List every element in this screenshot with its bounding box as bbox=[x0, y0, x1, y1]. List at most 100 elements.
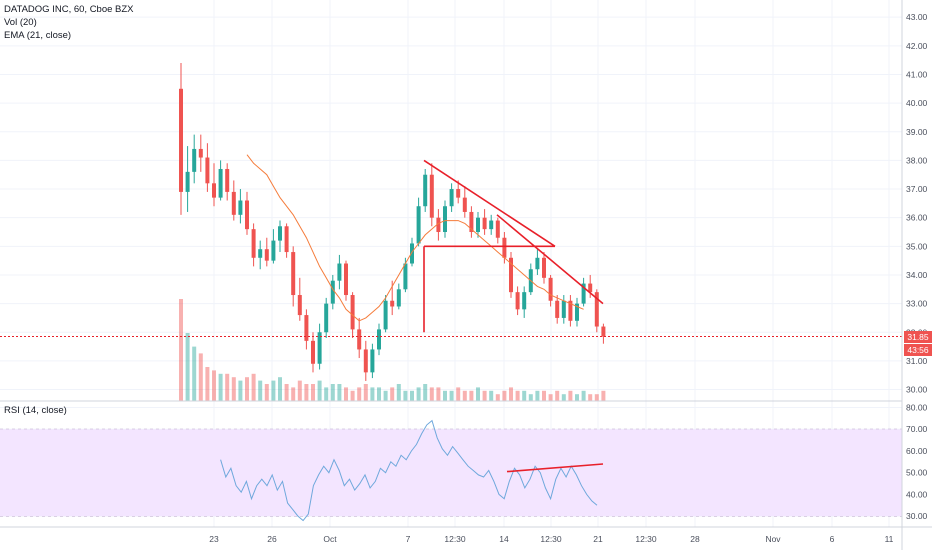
rsi-trendline[interactable] bbox=[506, 463, 604, 473]
volume-bar bbox=[515, 390, 520, 401]
volume-bar bbox=[185, 333, 190, 401]
volume-bar bbox=[363, 384, 368, 401]
bar-countdown-badge: 43:56 bbox=[904, 343, 932, 356]
volume-bar bbox=[350, 390, 355, 401]
candle-body bbox=[377, 329, 381, 350]
candle-body bbox=[185, 171, 190, 192]
candle-body bbox=[462, 197, 467, 212]
volume-bar bbox=[231, 377, 236, 401]
volume-bar bbox=[344, 387, 348, 401]
candle-body bbox=[179, 88, 183, 192]
time-tick-label: 23 bbox=[209, 534, 219, 544]
price-tick-label: 38.00 bbox=[906, 155, 928, 165]
price-tick-label: 36.00 bbox=[906, 213, 928, 223]
rsi-tick-label: 50.00 bbox=[906, 468, 928, 478]
rsi-axis[interactable]: 80.00 70.00 60.00 50.00 40.00 30.00 bbox=[906, 403, 928, 522]
volume-bar bbox=[601, 390, 606, 401]
volume-bar bbox=[416, 387, 421, 401]
rsi-line bbox=[220, 419, 598, 522]
legend-volume[interactable]: Vol (20) bbox=[4, 17, 37, 28]
volume-bar bbox=[396, 384, 401, 401]
trendline[interactable] bbox=[423, 159, 556, 247]
candle-body bbox=[337, 263, 342, 281]
volume-bar bbox=[568, 390, 573, 401]
candle-body bbox=[535, 257, 540, 270]
candle-body bbox=[542, 257, 546, 278]
volume-bar bbox=[370, 387, 375, 401]
volume-bar bbox=[542, 390, 546, 401]
candle-body bbox=[568, 300, 573, 321]
volume-bar bbox=[502, 390, 507, 401]
candle-body bbox=[515, 292, 520, 310]
time-tick-label: Nov bbox=[765, 534, 781, 544]
volume-bar bbox=[403, 390, 408, 401]
candle-body bbox=[218, 168, 223, 198]
candle-body bbox=[476, 217, 480, 233]
candle-body bbox=[251, 229, 256, 258]
rsi-tick-label: 70.00 bbox=[906, 424, 928, 434]
volume-bar bbox=[482, 390, 487, 401]
price-tick-label: 42.00 bbox=[906, 41, 928, 51]
volume-bar bbox=[245, 377, 249, 401]
candle-body bbox=[449, 189, 454, 207]
candle-body bbox=[291, 252, 296, 296]
volume-bar bbox=[258, 380, 263, 401]
candle-body bbox=[383, 300, 388, 330]
last-price-badge: 31.85 bbox=[904, 330, 932, 343]
ema-line bbox=[246, 154, 584, 322]
price-tick-label: 40.00 bbox=[906, 98, 928, 108]
price-tick-label: 34.00 bbox=[906, 270, 928, 280]
volume-bar bbox=[317, 380, 322, 401]
candle-body bbox=[344, 263, 348, 296]
volume-bar bbox=[561, 394, 566, 401]
time-tick-label: 12:30 bbox=[444, 534, 466, 544]
legend-symbol[interactable]: DATADOG INC, 60, Cboe BZX bbox=[4, 4, 134, 15]
volume-bar bbox=[179, 299, 183, 401]
price-tick-label: 39.00 bbox=[906, 127, 928, 137]
candle-body bbox=[390, 300, 395, 307]
price-tick-label: 41.00 bbox=[906, 69, 928, 79]
candle-body bbox=[581, 283, 586, 304]
legend-rsi[interactable]: RSI (14, close) bbox=[4, 405, 67, 416]
price-tick-label: 30.00 bbox=[906, 385, 928, 395]
candle-body bbox=[363, 349, 368, 373]
trendline[interactable] bbox=[496, 214, 604, 305]
candle-body bbox=[469, 211, 474, 233]
time-tick-label: 6 bbox=[830, 534, 835, 544]
volume-bar bbox=[198, 353, 203, 401]
volume-bar bbox=[449, 390, 454, 401]
candle-body bbox=[416, 206, 421, 244]
time-tick-label: Oct bbox=[323, 534, 337, 544]
trendline-drawings[interactable] bbox=[423, 159, 604, 473]
volume-bar bbox=[436, 387, 441, 401]
time-axis[interactable]: 23 26 Oct 7 12:30 14 12:30 21 12:30 28 Nov 6 11 bbox=[209, 534, 893, 544]
candle-body bbox=[311, 340, 315, 364]
time-tick-label: 14 bbox=[499, 534, 509, 544]
price-tick-label: 35.00 bbox=[906, 241, 928, 251]
volume-bar bbox=[410, 390, 414, 401]
candle-body bbox=[278, 226, 282, 241]
time-tick-label: 21 bbox=[593, 534, 603, 544]
volume-bar bbox=[509, 387, 513, 401]
candle-body bbox=[436, 217, 441, 233]
volume-bar bbox=[297, 380, 302, 401]
volume-bar bbox=[324, 387, 329, 401]
volume-bar bbox=[423, 384, 428, 401]
volume-bar bbox=[205, 367, 210, 401]
legend-ema[interactable]: EMA (21, close) bbox=[4, 30, 72, 41]
volume-bar bbox=[469, 390, 474, 401]
price-axis[interactable]: 43.00 42.00 41.00 40.00 39.00 38.00 37.00 36.00… bbox=[906, 12, 928, 394]
candle-body bbox=[350, 295, 355, 330]
volume-bar bbox=[264, 384, 269, 401]
candle-body bbox=[258, 249, 263, 258]
volume-bar bbox=[271, 380, 276, 401]
volume-bar bbox=[291, 387, 296, 401]
candle-body bbox=[429, 174, 434, 218]
volume-bar bbox=[528, 394, 533, 401]
candle-body bbox=[198, 148, 203, 158]
volume-bar bbox=[489, 390, 494, 401]
volume-bar bbox=[311, 384, 315, 401]
volume-bar bbox=[429, 387, 434, 401]
candle-body bbox=[489, 220, 494, 230]
